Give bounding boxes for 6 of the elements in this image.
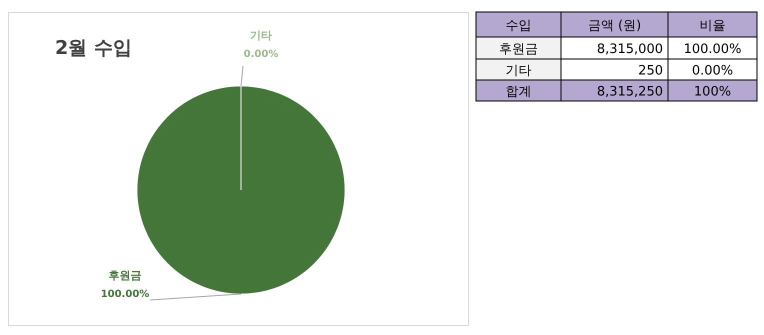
value-table: 수입 금액 (원) 비율 후원금 8,315,000 100.00% 기타 250 0.00% 합계 8,315,250 100% — [476, 12, 758, 102]
slice-label: 후원금 — [108, 269, 142, 282]
text: 0.00% — [244, 49, 278, 60]
category-label: 기타 — [250, 29, 272, 42]
data-label: 100.00% — [100, 289, 150, 300]
chart-title: 2월 수입 — [55, 37, 132, 59]
